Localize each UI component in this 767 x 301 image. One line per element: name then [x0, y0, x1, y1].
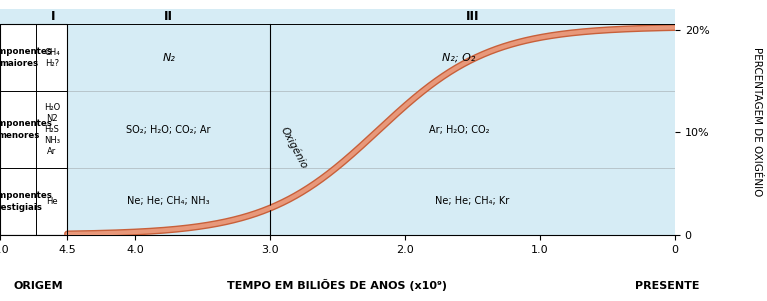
Text: Ar; H₂O; CO₂: Ar; H₂O; CO₂	[429, 125, 489, 135]
Text: CH₄
H₂?: CH₄ H₂?	[44, 48, 60, 68]
Text: PRESENTE: PRESENTE	[635, 281, 700, 291]
Text: N₂: N₂	[163, 53, 175, 63]
Text: Ne; He; CH₄; NH₃: Ne; He; CH₄; NH₃	[127, 197, 210, 206]
Text: Componentes
vestigiais: Componentes vestigiais	[0, 191, 52, 212]
Text: Ne; He; CH₄; Kr: Ne; He; CH₄; Kr	[436, 197, 509, 206]
Text: Oxigénio: Oxigénio	[279, 125, 310, 170]
Text: III: III	[466, 10, 479, 23]
Text: SO₂; H₂O; CO₂; Ar: SO₂; H₂O; CO₂; Ar	[127, 125, 211, 135]
Text: H₂O
N2
H₂S
NH₃
Ar: H₂O N2 H₂S NH₃ Ar	[44, 103, 60, 156]
Text: I: I	[51, 10, 55, 23]
Text: N₂; O₂: N₂; O₂	[443, 53, 476, 63]
Bar	[0, 24, 67, 235]
Text: Componentes
menores: Componentes menores	[0, 119, 52, 140]
Text: ORIGEM: ORIGEM	[14, 281, 63, 291]
Text: Componentes
maiores: Componentes maiores	[0, 47, 52, 68]
Text: TEMPO EM BILIÕES DE ANOS (x10⁹): TEMPO EM BILIÕES DE ANOS (x10⁹)	[228, 279, 447, 291]
Y-axis label: PERCENTAGEM DE OXIGÉNIO: PERCENTAGEM DE OXIGÉNIO	[752, 47, 762, 197]
Text: II: II	[164, 10, 173, 23]
Text: He: He	[46, 197, 58, 206]
